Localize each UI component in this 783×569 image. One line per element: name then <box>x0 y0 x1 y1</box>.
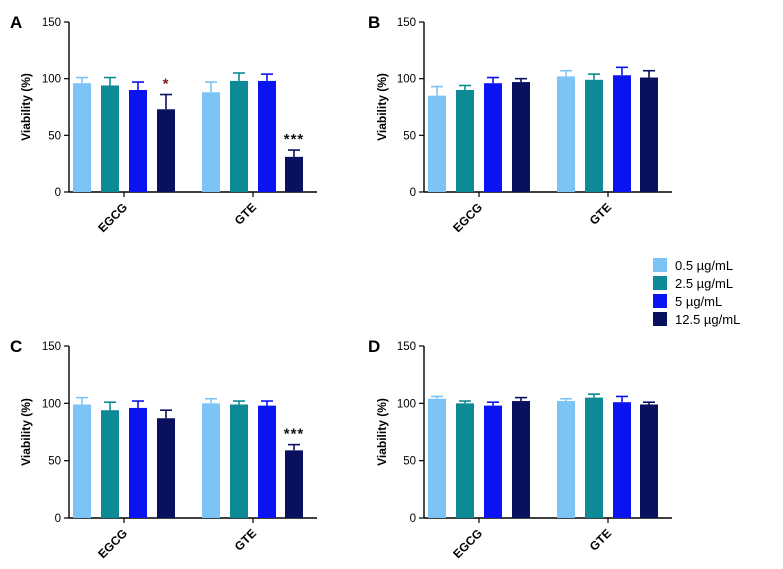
y-tick-label: 150 <box>397 341 416 353</box>
panel-letter: A <box>10 13 22 32</box>
significance-marker: * <box>163 76 170 93</box>
y-tick-label: 100 <box>397 398 416 410</box>
y-tick-label: 100 <box>397 74 416 86</box>
chart-panel-d: D 0 50 100 150 Viability (%) EGCG GTE <box>368 337 672 561</box>
bar <box>585 79 603 192</box>
y-tick-label: 100 <box>42 398 61 410</box>
chart-panel-c: C 0 50 100 150 Viability (%) EGCG GTE *** <box>10 337 317 561</box>
significance-marker: *** <box>284 131 305 148</box>
bar <box>456 90 474 192</box>
bar <box>230 80 248 192</box>
y-tick-label: 100 <box>42 74 61 86</box>
y-tick-label: 50 <box>48 456 61 468</box>
bar <box>285 450 303 518</box>
bar <box>484 405 502 518</box>
y-tick-label: 50 <box>48 130 61 142</box>
bar <box>557 76 575 192</box>
y-tick-label: 150 <box>42 17 61 29</box>
category-label: GTE <box>232 526 259 553</box>
bar <box>101 85 119 192</box>
bar <box>484 83 502 192</box>
legend-swatch <box>653 258 667 272</box>
bar <box>613 75 631 192</box>
category-label: EGCG <box>450 526 485 561</box>
bar <box>129 407 147 518</box>
bar <box>512 401 530 518</box>
y-axis-label: Viability (%) <box>19 398 33 466</box>
y-tick-label: 50 <box>403 456 416 468</box>
legend-swatch <box>653 276 667 290</box>
bar <box>230 404 248 518</box>
bar <box>456 403 474 518</box>
bar <box>557 401 575 518</box>
bar <box>157 109 175 192</box>
y-tick-label: 0 <box>410 187 416 199</box>
y-tick-label: 0 <box>55 187 61 199</box>
category-label: GTE <box>587 200 614 227</box>
bar <box>202 92 220 192</box>
bar <box>101 410 119 518</box>
bar <box>640 77 658 192</box>
bar <box>73 404 91 518</box>
bar <box>202 403 220 518</box>
bar <box>285 156 303 192</box>
panel-letter: D <box>368 337 380 356</box>
y-tick-label: 150 <box>42 341 61 353</box>
y-tick-label: 0 <box>410 513 416 525</box>
legend-entry: 0.5 µg/mL <box>675 258 733 273</box>
category-label: EGCG <box>95 200 130 235</box>
bar <box>73 83 91 192</box>
legend-swatch <box>653 312 667 326</box>
bar <box>512 82 530 192</box>
legend-entry: 12.5 µg/mL <box>675 312 740 327</box>
y-tick-label: 50 <box>403 130 416 142</box>
bar <box>640 404 658 518</box>
legend-entry: 5 µg/mL <box>675 294 722 309</box>
category-label: GTE <box>232 200 259 227</box>
bar <box>258 405 276 518</box>
y-axis-label: Viability (%) <box>19 73 33 141</box>
significance-marker: *** <box>284 426 305 443</box>
category-label: EGCG <box>95 526 130 561</box>
y-tick-label: 150 <box>397 17 416 29</box>
legend-entry: 2.5 µg/mL <box>675 276 733 291</box>
bar <box>428 95 446 192</box>
legend: 0.5 µg/mL 2.5 µg/mL 5 µg/mL 12.5 µg/mL <box>653 258 740 327</box>
bar <box>428 398 446 518</box>
panel-letter: C <box>10 337 22 356</box>
category-label: EGCG <box>450 200 485 235</box>
legend-swatch <box>653 294 667 308</box>
bar <box>585 397 603 518</box>
chart-panel-b: B 0 50 100 150 Viability (%) EGCG GTE <box>368 13 672 235</box>
category-label: GTE <box>587 526 614 553</box>
y-tick-label: 0 <box>55 513 61 525</box>
y-axis-label: Viability (%) <box>375 73 389 141</box>
bar <box>258 80 276 192</box>
bar <box>157 418 175 518</box>
bar <box>129 90 147 192</box>
bar <box>613 402 631 518</box>
panel-letter: B <box>368 13 380 32</box>
y-axis-label: Viability (%) <box>375 398 389 466</box>
